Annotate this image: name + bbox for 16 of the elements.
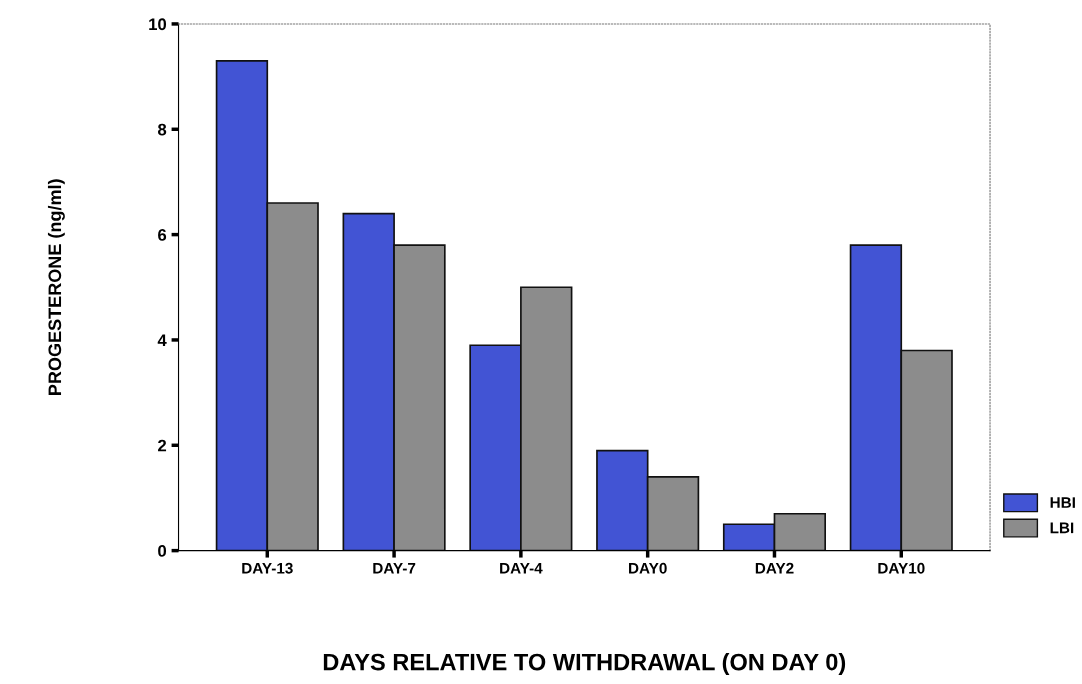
x-tick-label: DAY0 bbox=[629, 562, 667, 574]
x-tick-label: DAY2 bbox=[755, 562, 794, 574]
x-tick-label: DAY-13 bbox=[242, 562, 293, 574]
y-tick-label: 10 bbox=[149, 18, 167, 31]
x-axis-title: DAYS RELATIVE TO WITHDRAWAL (ON DAY 0) bbox=[323, 653, 846, 676]
y-tick-label: 2 bbox=[158, 439, 167, 452]
x-tick-label: DAY-4 bbox=[500, 562, 543, 574]
y-tick-label: 0 bbox=[158, 545, 167, 557]
legend-label: HBI bbox=[1050, 497, 1075, 508]
y-tick-label: 4 bbox=[157, 334, 167, 346]
legend-label: LBI bbox=[1050, 522, 1074, 534]
y-tick-label: 6 bbox=[158, 229, 167, 241]
x-tick-label: DAY10 bbox=[878, 562, 925, 574]
x-tick-label: DAY-7 bbox=[373, 562, 416, 574]
y-tick-label: 8 bbox=[157, 123, 167, 136]
y-axis-title: PROGESTERONE (ng/ml) bbox=[47, 179, 65, 395]
